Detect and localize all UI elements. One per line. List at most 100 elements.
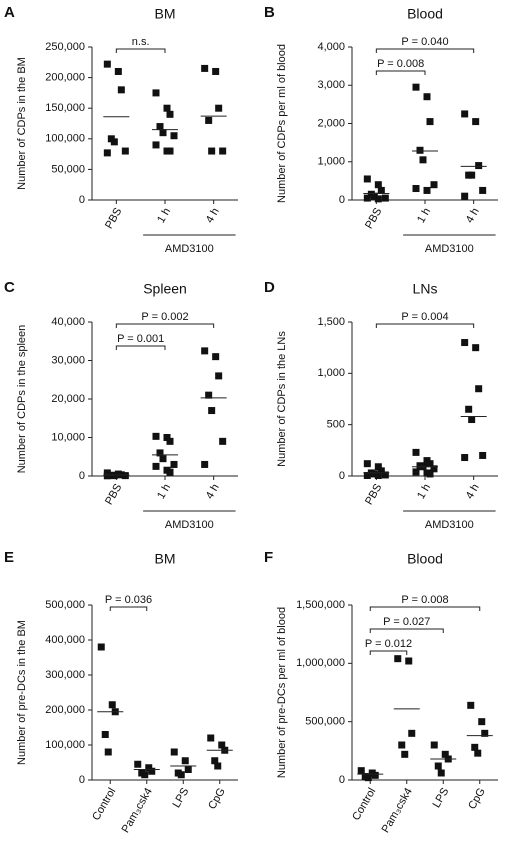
x-tick-label: CpG <box>206 786 228 812</box>
data-point <box>374 471 382 479</box>
data-point <box>363 460 371 468</box>
data-point <box>141 771 149 779</box>
data-point <box>212 353 220 361</box>
data-point <box>394 655 402 663</box>
y-tick-label: 200,000 <box>45 72 85 84</box>
data-point <box>163 434 171 441</box>
data-point <box>408 729 416 737</box>
y-tick-label: 0 <box>339 194 345 206</box>
data-point <box>479 451 487 459</box>
data-point <box>117 86 125 94</box>
panel-title: Blood <box>407 551 443 567</box>
data-point <box>215 372 223 380</box>
y-tick-label: 500,000 <box>45 599 85 611</box>
data-point <box>108 701 116 709</box>
x-tick-label: LPS <box>431 786 452 810</box>
y-axis-label: Number of pre-DCs per ml of blood <box>276 607 288 778</box>
y-tick-label: 3,000 <box>317 79 345 91</box>
y-tick-label: 20,000 <box>51 393 85 405</box>
significance-bracket <box>375 48 475 53</box>
y-axis-label: Number of CDPs in the LNs <box>276 331 288 467</box>
significance-label: P = 0.036 <box>105 594 152 606</box>
data-point <box>152 141 160 149</box>
significance-bracket <box>369 628 444 633</box>
data-point <box>419 156 427 164</box>
panel: C Spleen Number of CDPs in the spleen 0 10,0… <box>4 279 238 531</box>
y-tick-label: 150,000 <box>45 102 85 114</box>
data-point <box>166 437 174 445</box>
panel-letter: B <box>264 4 275 21</box>
significance-label: P = 0.027 <box>383 616 430 628</box>
y-tick-label: 0 <box>79 470 85 482</box>
data-point <box>212 67 220 75</box>
y-tick-label: 4,000 <box>317 41 345 53</box>
significance-label: P = 0.004 <box>401 311 448 323</box>
data-point <box>103 149 111 157</box>
data-point <box>152 462 160 470</box>
significance-label: P = 0.001 <box>117 333 164 345</box>
panel-letter: C <box>4 279 15 296</box>
x-tick-label: Control <box>90 786 118 823</box>
data-point <box>148 767 156 775</box>
group-label: AMD3100 <box>165 519 214 531</box>
panel-letter: E <box>4 549 14 566</box>
y-tick-label: 0 <box>79 774 85 786</box>
data-point <box>461 110 469 118</box>
x-tick-label: 4 h <box>204 482 222 501</box>
significance-bracket <box>115 48 166 53</box>
y-tick-label: 2,000 <box>317 117 345 129</box>
data-point <box>374 463 382 471</box>
significance-label: P = 0.002 <box>141 311 188 323</box>
data-point <box>401 750 409 758</box>
data-point <box>201 64 209 72</box>
data-point <box>357 767 365 775</box>
data-point <box>426 118 434 126</box>
data-point <box>214 762 222 770</box>
data-point <box>472 344 480 352</box>
data-point <box>370 192 378 200</box>
panel-title: BM <box>155 551 176 567</box>
data-point <box>363 194 371 202</box>
significance-bracket <box>369 606 481 611</box>
data-point <box>152 89 160 97</box>
data-point <box>416 146 424 154</box>
group-label: AMD3100 <box>425 519 474 531</box>
data-point <box>156 123 164 131</box>
data-point <box>437 769 445 777</box>
significance-label: P = 0.008 <box>401 594 448 606</box>
significance-label: P = 0.040 <box>401 36 448 48</box>
y-tick-label: 0 <box>79 194 85 206</box>
data-point <box>208 147 216 155</box>
data-point <box>205 391 213 399</box>
x-tick-label: PBS <box>103 206 124 231</box>
data-point <box>479 186 487 194</box>
data-point <box>374 195 382 203</box>
x-tick-label: 1 h <box>415 482 433 501</box>
data-point <box>201 460 209 468</box>
data-point <box>363 471 371 479</box>
data-point <box>426 460 434 468</box>
panel: D LNs Number of CDPs in the LNs 0 500 1,000 1,… <box>264 279 498 531</box>
panel: A BM Number of CDPs in the BM 0 50,000 100,00… <box>4 4 238 255</box>
significance-label: P = 0.012 <box>365 638 412 650</box>
data-point <box>481 729 489 737</box>
data-point <box>211 757 219 765</box>
data-point <box>215 104 223 112</box>
data-point <box>423 93 431 101</box>
data-point <box>166 468 174 476</box>
data-point <box>159 129 167 137</box>
y-axis-label: Number of CDPs per ml of blood <box>276 44 288 203</box>
panel-title: Blood <box>407 6 443 22</box>
data-point <box>412 448 420 456</box>
x-tick-label: 1 h <box>155 206 173 225</box>
data-point <box>134 760 142 768</box>
panel-title: Spleen <box>143 281 187 297</box>
data-point <box>381 194 389 202</box>
y-tick-label: 0 <box>339 774 345 786</box>
data-point <box>377 467 385 475</box>
data-point <box>208 407 216 415</box>
x-tick-label: 1 h <box>415 206 433 225</box>
panel-letter: D <box>264 279 275 296</box>
group-label: AMD3100 <box>165 243 214 255</box>
